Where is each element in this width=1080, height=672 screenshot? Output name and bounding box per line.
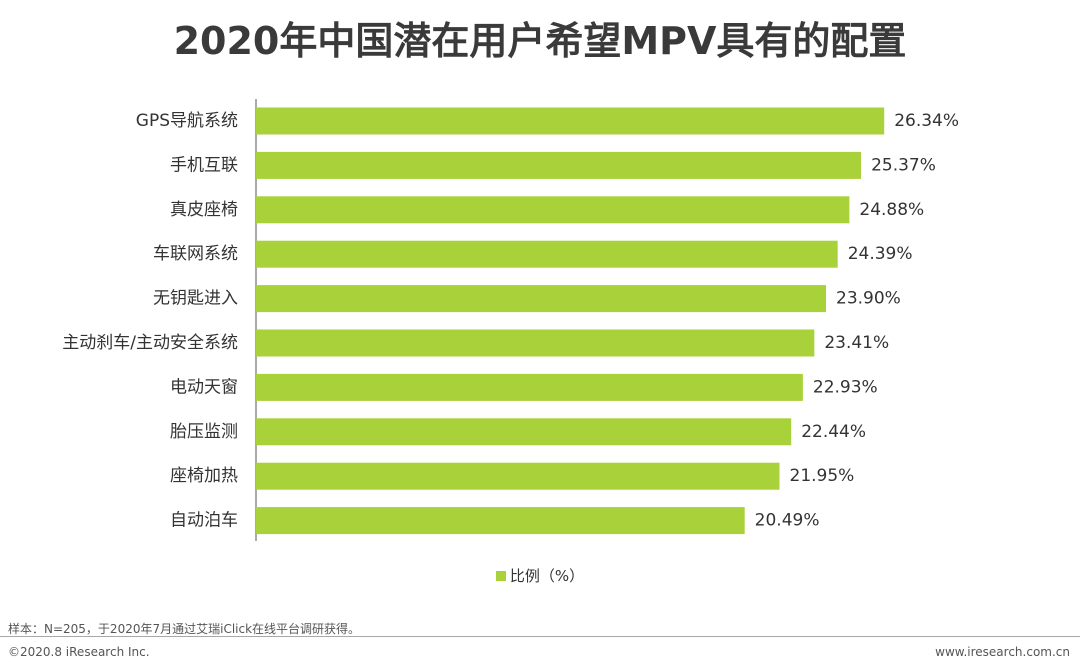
category-label: 手机互联	[170, 155, 238, 175]
copyright: ©2020.8 iResearch Inc.	[8, 645, 150, 659]
bar	[256, 373, 803, 401]
value-label: 23.90%	[836, 289, 901, 309]
bar	[256, 196, 850, 224]
category-label: GPS导航系统	[136, 111, 238, 131]
value-label: 23.41%	[824, 333, 889, 353]
value-label: 24.88%	[859, 200, 924, 220]
value-label: 25.37%	[871, 155, 936, 175]
bar	[256, 462, 780, 490]
category-label: 车联网系统	[153, 244, 238, 264]
bar	[256, 418, 792, 446]
value-label: 21.95%	[790, 466, 855, 486]
sample-note: 样本：N=205，于2020年7月通过艾瑞iClick在线平台调研获得。	[8, 622, 361, 636]
value-label: 20.49%	[755, 511, 820, 531]
website: www.iresearch.com.cn	[935, 645, 1070, 659]
value-label: 26.34%	[894, 111, 959, 131]
value-label: 22.44%	[801, 422, 866, 442]
category-label: 胎压监测	[170, 422, 238, 442]
bar	[256, 151, 862, 179]
category-label: 自动泊车	[170, 511, 238, 531]
bar	[256, 107, 885, 135]
bar	[256, 329, 815, 357]
category-label: 电动天窗	[170, 377, 238, 397]
footer-divider	[0, 636, 1080, 637]
bar	[256, 507, 745, 535]
bar	[256, 285, 827, 313]
bar-chart: GPS导航系统 26.34% 手机互联 25.37% 真皮座椅 24.88% 车联网系统 24…	[62, 99, 959, 541]
category-label: 无钥匙进入	[153, 289, 238, 309]
value-label: 22.93%	[813, 377, 878, 397]
legend: 比例（%）	[0, 565, 1080, 586]
legend-label: 比例（%）	[509, 567, 585, 585]
legend-swatch	[495, 570, 506, 581]
category-label: 真皮座椅	[170, 200, 238, 220]
category-label: 主动刹车/主动安全系统	[62, 333, 238, 353]
category-label: 座椅加热	[170, 466, 238, 486]
chart-title: 2020年中国潜在用户希望MPV具有的配置	[173, 19, 907, 63]
bar	[256, 240, 838, 268]
value-label: 24.39%	[848, 244, 913, 264]
